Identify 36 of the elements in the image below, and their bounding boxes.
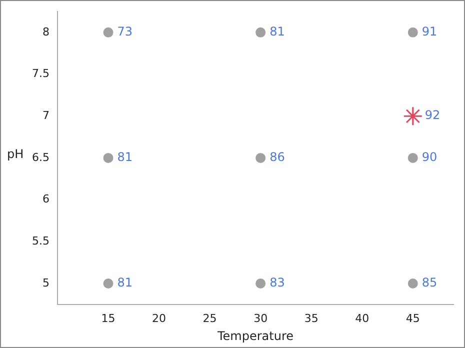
point: [408, 278, 418, 288]
annotation: 86: [270, 150, 285, 164]
y-tick-label: 6.5: [32, 150, 50, 164]
point: [256, 278, 266, 288]
y-tick-label: 5.5: [32, 234, 50, 248]
x-tick-label: 40: [355, 312, 370, 325]
point: [408, 27, 418, 38]
y-axis-title: pH: [7, 147, 24, 161]
point: [103, 27, 114, 38]
point: [103, 278, 114, 288]
x-tick-label: 20: [152, 312, 166, 325]
annotation: 90: [422, 150, 438, 164]
annotation: 83: [270, 276, 285, 290]
annotation: 81: [270, 24, 285, 39]
x-tick-label: 30: [254, 312, 268, 325]
y-tick-label: 7: [42, 108, 50, 122]
x-tick-label: 45: [406, 312, 420, 325]
annotation: 81: [117, 150, 133, 164]
x-tick-label: 35: [304, 312, 318, 325]
point: [256, 152, 266, 163]
y-tick-label: 6: [42, 192, 50, 206]
annotation: 81: [117, 276, 133, 290]
y-tick-label: 5: [42, 276, 50, 290]
x-tick-label: 15: [101, 312, 116, 325]
y-tick-label: 7.5: [32, 67, 50, 80]
x-axis-title: Temperature: [216, 328, 294, 343]
annotation: 91: [422, 24, 438, 39]
point: [256, 27, 266, 38]
point: [403, 106, 423, 126]
point: [408, 152, 418, 163]
annotation: 92: [424, 108, 440, 122]
y-tick-label: 8: [42, 25, 50, 38]
annotation: 73: [117, 24, 133, 39]
point: [103, 152, 114, 163]
x-tick-label: 25: [202, 312, 217, 325]
annotation: 85: [422, 276, 438, 290]
